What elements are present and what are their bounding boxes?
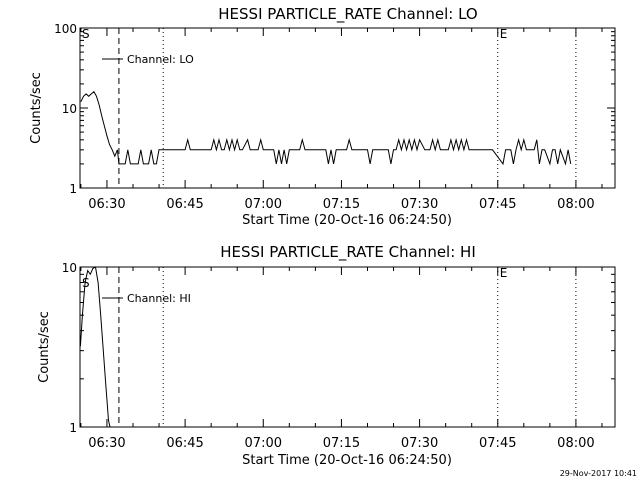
end-marker-label: E	[500, 266, 508, 280]
y-tick-label: 1	[69, 421, 77, 435]
x-tick-label: 07:00	[245, 436, 282, 451]
hi-legend-label: Channel: HI	[127, 292, 191, 305]
hi-y-axis-label: Counts/sec	[37, 311, 52, 383]
x-tick-label: 08:00	[557, 197, 594, 212]
x-tick-label: 06:30	[88, 197, 125, 212]
y-tick-label: 1	[69, 182, 77, 196]
hi-x-axis-label: Start Time (20-Oct-16 06:24:50)	[242, 453, 452, 468]
hi-plot-frame	[79, 266, 616, 428]
hi-series	[79, 266, 111, 428]
x-tick-label: 07:00	[245, 197, 282, 212]
lo-channel-plot: HESSI PARTICLE_RATE Channel: LO 1 10 100 0…	[29, 5, 616, 228]
lo-time-markers: E	[118, 27, 577, 188]
lo-legend-label: Channel: LO	[127, 53, 194, 66]
x-tick-label: 07:30	[401, 436, 438, 451]
end-marker-label: E	[500, 27, 508, 41]
count-rate-line	[80, 90, 572, 166]
lo-plot-frame	[79, 27, 616, 189]
x-tick-label: 07:30	[401, 197, 438, 212]
lo-y-ticks: 1 10 100	[54, 22, 615, 196]
hi-time-markers: E	[118, 266, 577, 427]
hi-channel-plot: HESSI PARTICLE_RATE Channel: HI 1 10 06:3…	[37, 243, 616, 468]
lo-series	[80, 90, 572, 166]
x-tick-label: 07:45	[479, 197, 516, 212]
generation-timestamp: 29-Nov-2017 10:41	[560, 469, 637, 478]
lo-start-marker-label: S	[82, 27, 90, 41]
lo-y-axis-label: Counts/sec	[29, 72, 44, 144]
hi-start-marker-label: S	[82, 276, 90, 290]
x-tick-label: 06:30	[88, 436, 125, 451]
x-tick-label: 06:45	[166, 436, 203, 451]
count-rate-line	[79, 266, 111, 428]
hi-plot-title: HESSI PARTICLE_RATE Channel: HI	[220, 243, 476, 262]
lo-x-ticks: 06:30 06:45 07:00 07:15 07:30 07:45 08:00	[80, 28, 603, 212]
x-tick-label: 06:45	[166, 197, 203, 212]
lo-plot-title: HESSI PARTICLE_RATE Channel: LO	[218, 5, 477, 24]
lo-x-axis-label: Start Time (20-Oct-16 06:24:50)	[242, 213, 452, 228]
y-tick-label: 10	[62, 102, 77, 116]
x-tick-label: 07:15	[323, 436, 360, 451]
x-tick-label: 07:15	[323, 197, 360, 212]
x-tick-label: 08:00	[557, 436, 594, 451]
y-tick-label: 100	[54, 22, 77, 36]
x-tick-label: 07:45	[479, 436, 516, 451]
y-tick-label: 10	[62, 261, 77, 275]
hi-y-ticks: 1 10	[62, 261, 615, 435]
